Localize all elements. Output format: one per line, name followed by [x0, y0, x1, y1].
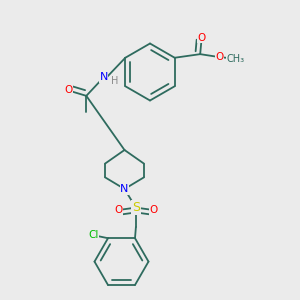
Text: O: O — [114, 205, 123, 215]
Text: N: N — [100, 72, 108, 82]
Text: Cl: Cl — [88, 230, 99, 240]
Text: O: O — [216, 52, 224, 62]
Text: S: S — [132, 201, 140, 214]
Text: O: O — [64, 85, 72, 95]
Text: CH₃: CH₃ — [226, 54, 244, 64]
Text: H: H — [111, 76, 119, 86]
Text: O: O — [198, 33, 206, 43]
Text: N: N — [120, 184, 129, 194]
Text: O: O — [149, 205, 158, 215]
